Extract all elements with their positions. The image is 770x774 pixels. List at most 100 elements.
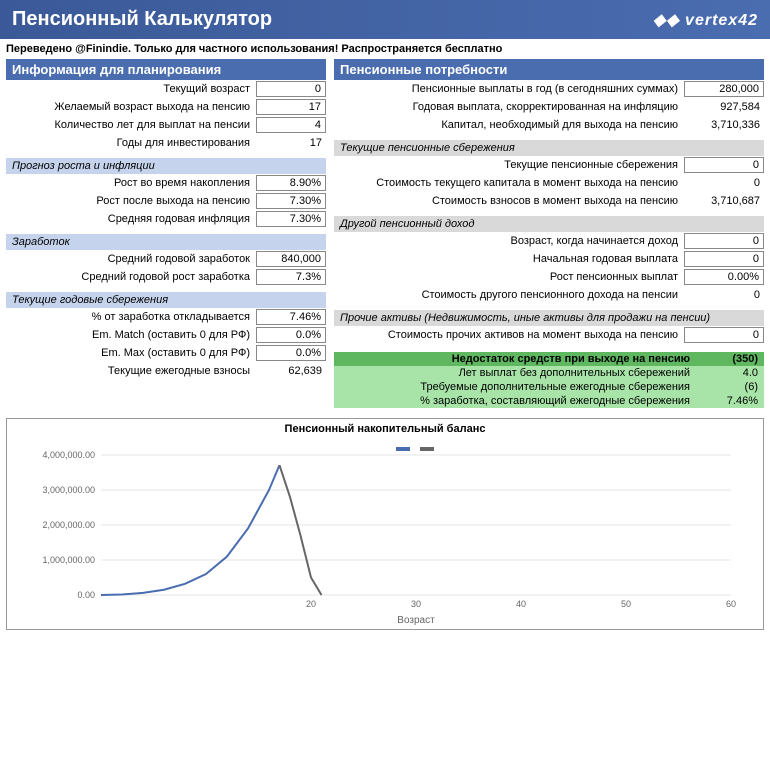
row-value[interactable]: 0.00% — [684, 269, 764, 285]
result-value: (6) — [698, 381, 758, 393]
row-value[interactable]: 0 — [684, 157, 764, 173]
row-value: 927,584 — [684, 100, 764, 114]
row-label: Em. Max (оставить 0 для РФ) — [6, 347, 256, 359]
page-title: Пенсионный Калькулятор — [12, 8, 272, 31]
svg-text:1,000,000.00: 1,000,000.00 — [42, 555, 95, 565]
svg-text:30: 30 — [411, 599, 421, 609]
result-label: % заработка, составляющий ежегодные сбер… — [340, 395, 698, 407]
row-value[interactable]: 8.90% — [256, 175, 326, 191]
row-label: Стоимость другого пенсионного дохода на … — [334, 289, 684, 301]
row-value: 0 — [684, 288, 764, 302]
svg-text:60: 60 — [726, 599, 736, 609]
data-row: Текущие пенсионные сбережения 0 — [334, 156, 764, 174]
svg-text:3,000,000.00: 3,000,000.00 — [42, 485, 95, 495]
row-label: Годы для инвестирования — [6, 137, 256, 149]
data-row: Желаемый возраст выхода на пенсию 17 — [6, 98, 326, 116]
result-row: Недостаток средств при выходе на пенсию … — [334, 352, 764, 366]
data-row: Начальная годовая выплата 0 — [334, 250, 764, 268]
growth-subheader: Прогноз роста и инфляции — [6, 158, 326, 174]
data-row: Средний годовой заработок 840,000 — [6, 250, 326, 268]
data-row: Стоимость прочих активов на момент выход… — [334, 326, 764, 344]
row-label: Рост во время накопления — [6, 177, 256, 189]
row-label: Стоимость взносов в момент выхода на пен… — [334, 195, 684, 207]
row-label: Текущие ежегодные взносы — [6, 365, 256, 377]
row-value[interactable]: 7.46% — [256, 309, 326, 325]
row-label: Средний годовой рост заработка — [6, 271, 256, 283]
row-label: Текущий возраст — [6, 83, 256, 95]
row-value[interactable]: 840,000 — [256, 251, 326, 267]
subtitle: Переведено @Finindie. Только для частног… — [0, 39, 770, 59]
svg-text:0.00: 0.00 — [77, 590, 95, 600]
row-value[interactable]: 0 — [684, 233, 764, 249]
chart-title: Пенсионный накопительный баланс — [11, 423, 759, 435]
chart-container: Пенсионный накопительный баланс 0.00 1,00… — [6, 418, 764, 630]
row-value[interactable]: 280,000 — [684, 81, 764, 97]
data-row: Текущий возраст 0 — [6, 80, 326, 98]
data-row: Текущие ежегодные взносы 62,639 — [6, 362, 326, 380]
result-label: Недостаток средств при выходе на пенсию — [340, 353, 698, 365]
row-value: 3,710,336 — [684, 118, 764, 132]
svg-text:50: 50 — [621, 599, 631, 609]
row-value: 3,710,687 — [684, 194, 764, 208]
row-value[interactable]: 7.30% — [256, 211, 326, 227]
data-row: Годы для инвестирования 17 — [6, 134, 326, 152]
row-value: 62,639 — [256, 364, 326, 378]
result-row: Лет выплат без дополнительных сбережений… — [334, 366, 764, 380]
row-label: Em. Match (оставить 0 для РФ) — [6, 329, 256, 341]
result-row: Требуемые дополнительные ежегодные сбере… — [334, 380, 764, 394]
row-value: 17 — [256, 136, 326, 150]
row-label: Текущие пенсионные сбережения — [334, 159, 684, 171]
row-value[interactable]: 0 — [256, 81, 326, 97]
savings-subheader: Текущие годовые сбережения — [6, 292, 326, 308]
row-label: Годовая выплата, скорректированная на ин… — [334, 101, 684, 113]
data-row: Рост во время накопления 8.90% — [6, 174, 326, 192]
data-row: Рост после выхода на пенсию 7.30% — [6, 192, 326, 210]
vertex42-logo: ◆◆ vertex42 — [653, 10, 758, 30]
svg-text:2,000,000.00: 2,000,000.00 — [42, 520, 95, 530]
row-label: Пенсионные выплаты в год (в сегодняшних … — [334, 83, 684, 95]
row-value[interactable]: 7.3% — [256, 269, 326, 285]
row-label: Рост после выхода на пенсию — [6, 195, 256, 207]
data-row: Капитал, необходимый для выхода на пенси… — [334, 116, 764, 134]
svg-text:4,000,000.00: 4,000,000.00 — [42, 450, 95, 460]
data-row: Средний годовой рост заработка 7.3% — [6, 268, 326, 286]
other-income-subheader: Другой пенсионный доход — [334, 216, 764, 232]
row-label: Средняя годовая инфляция — [6, 213, 256, 225]
data-row: % от заработка откладывается 7.46% — [6, 308, 326, 326]
other-assets-subheader: Прочие активы (Недвижимость, иные активы… — [334, 310, 764, 326]
svg-text:Возраст: Возраст — [397, 615, 435, 625]
row-value[interactable]: 17 — [256, 99, 326, 115]
data-row: Стоимость другого пенсионного дохода на … — [334, 286, 764, 304]
row-label: Количество лет для выплат на пенсии — [6, 119, 256, 131]
row-label: Возраст, когда начинается доход — [334, 235, 684, 247]
row-label: Начальная годовая выплата — [334, 253, 684, 265]
result-value: 4.0 — [698, 367, 758, 379]
data-row: Стоимость взносов в момент выхода на пен… — [334, 192, 764, 210]
row-label: Рост пенсионных выплат — [334, 271, 684, 283]
row-value[interactable]: 0 — [684, 327, 764, 343]
row-value[interactable]: 7.30% — [256, 193, 326, 209]
row-value: 0 — [684, 176, 764, 190]
result-row: % заработка, составляющий ежегодные сбер… — [334, 394, 764, 408]
row-label: % от заработка откладывается — [6, 311, 256, 323]
data-row: Количество лет для выплат на пенсии 4 — [6, 116, 326, 134]
data-row: Средняя годовая инфляция 7.30% — [6, 210, 326, 228]
row-label: Средний годовой заработок — [6, 253, 256, 265]
svg-text:40: 40 — [516, 599, 526, 609]
right-column: Пенсионные потребности Пенсионные выплат… — [334, 59, 764, 408]
svg-text:20: 20 — [306, 599, 316, 609]
balance-chart: 0.00 1,000,000.00 2,000,000.00 3,000,000.00… — [11, 435, 751, 625]
data-row: Em. Max (оставить 0 для РФ) 0.0% — [6, 344, 326, 362]
data-row: Стоимость текущего капитала в момент вых… — [334, 174, 764, 192]
row-value[interactable]: 0.0% — [256, 327, 326, 343]
row-label: Желаемый возраст выхода на пенсию — [6, 101, 256, 113]
header-bar: Пенсионный Калькулятор ◆◆ vertex42 — [0, 0, 770, 39]
left-column: Информация для планирования Текущий возр… — [6, 59, 326, 408]
earnings-subheader: Заработок — [6, 234, 326, 250]
row-value[interactable]: 4 — [256, 117, 326, 133]
row-value[interactable]: 0.0% — [256, 345, 326, 361]
planning-info-header: Информация для планирования — [6, 59, 326, 80]
data-row: Годовая выплата, скорректированная на ин… — [334, 98, 764, 116]
result-value: 7.46% — [698, 395, 758, 407]
row-value[interactable]: 0 — [684, 251, 764, 267]
